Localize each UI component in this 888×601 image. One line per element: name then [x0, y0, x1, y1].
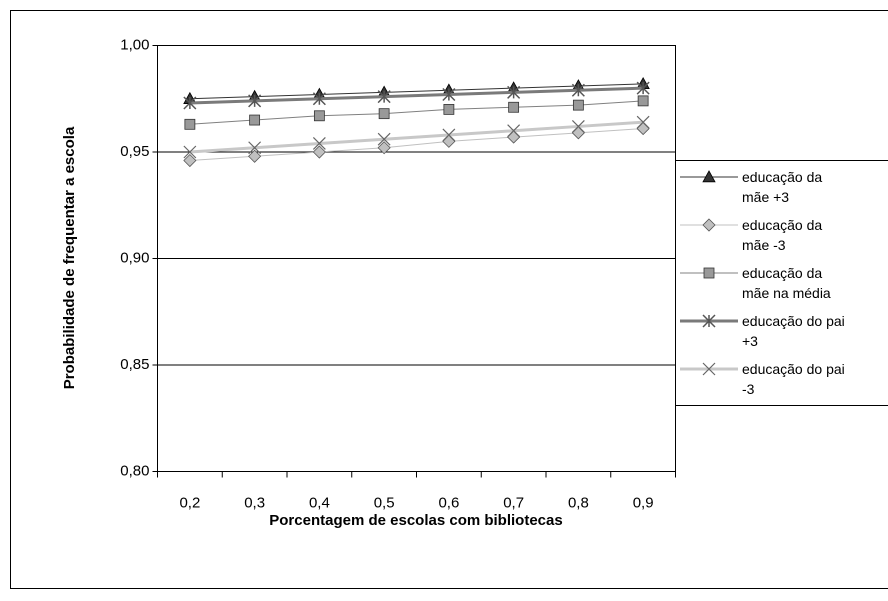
series-line	[189, 83, 644, 100]
legend-item: educação do pai +3	[678, 311, 888, 353]
marker	[637, 95, 649, 107]
marker	[442, 128, 456, 142]
marker	[183, 153, 197, 168]
marker	[636, 122, 650, 136]
marker	[702, 170, 716, 183]
legend: educação da mãe +3 educação da mãe -3 educ…	[675, 160, 888, 406]
x-axis-title: Porcentagem de escolas com bibliotecas	[269, 512, 562, 529]
marker	[507, 130, 521, 144]
marker	[507, 124, 521, 138]
x-tick-label: 0,6	[438, 494, 459, 511]
marker	[508, 101, 520, 113]
marker	[183, 96, 197, 110]
legend-item: educação da mãe +3	[678, 167, 888, 209]
marker	[184, 118, 196, 130]
legend-item: educação da mãe na média	[678, 263, 888, 305]
series-line	[189, 86, 644, 105]
x-tick-label: 0,8	[568, 494, 589, 511]
marker	[377, 141, 391, 155]
marker	[313, 110, 325, 122]
legend-item: educação do pai -3	[678, 359, 888, 401]
legend-swatch	[680, 267, 738, 279]
marker	[571, 120, 585, 133]
marker	[312, 137, 326, 150]
legend-label: educação da mãe +3	[742, 169, 823, 205]
marker	[248, 141, 262, 155]
legend-swatch	[680, 314, 738, 328]
legend-swatch	[680, 170, 738, 183]
marker	[702, 314, 716, 328]
x-tick-label: 0,4	[309, 494, 330, 511]
marker	[571, 83, 585, 97]
x-tick-label: 0,9	[633, 494, 654, 511]
marker	[442, 87, 456, 102]
marker	[248, 149, 262, 163]
legend-item: educação da mãe -3	[678, 215, 888, 257]
marker	[703, 267, 715, 279]
marker	[249, 114, 261, 126]
marker	[636, 81, 650, 95]
y-tick-label: 0,90	[120, 249, 149, 266]
y-tick-label: 0,85	[120, 356, 149, 373]
x-tick-label: 0,3	[244, 494, 265, 511]
legend-swatch	[680, 362, 738, 376]
chart-frame	[10, 10, 888, 589]
x-tick-label: 0,7	[503, 494, 524, 511]
legend-label: educação do pai -3	[742, 361, 845, 397]
marker	[571, 126, 585, 140]
marker	[378, 108, 390, 120]
y-tick-label: 1,00	[120, 36, 149, 53]
legend-swatch	[680, 218, 738, 232]
marker	[377, 90, 391, 104]
marker	[572, 99, 584, 111]
marker	[702, 218, 716, 232]
legend-label: educação da mãe na média	[742, 265, 831, 301]
marker	[442, 134, 456, 148]
x-tick-label: 0,5	[374, 494, 395, 511]
legend-label: educação do pai +3	[742, 313, 845, 349]
marker	[183, 145, 197, 159]
x-tick-label: 0,2	[179, 494, 200, 511]
series-line	[189, 120, 644, 154]
marker	[702, 362, 716, 376]
marker	[377, 132, 391, 146]
y-tick-label: 0,80	[120, 462, 149, 479]
marker	[248, 94, 262, 108]
marker	[507, 85, 521, 99]
marker	[636, 115, 650, 129]
legend-label: educação da mãe -3	[742, 217, 823, 253]
series-line	[189, 100, 644, 125]
marker	[443, 104, 455, 115]
marker	[312, 92, 326, 106]
y-axis-title: Probabilidade de frequentar a escola	[61, 126, 78, 389]
marker	[312, 145, 326, 159]
series-line	[189, 128, 644, 162]
y-tick-label: 0,95	[120, 143, 149, 160]
